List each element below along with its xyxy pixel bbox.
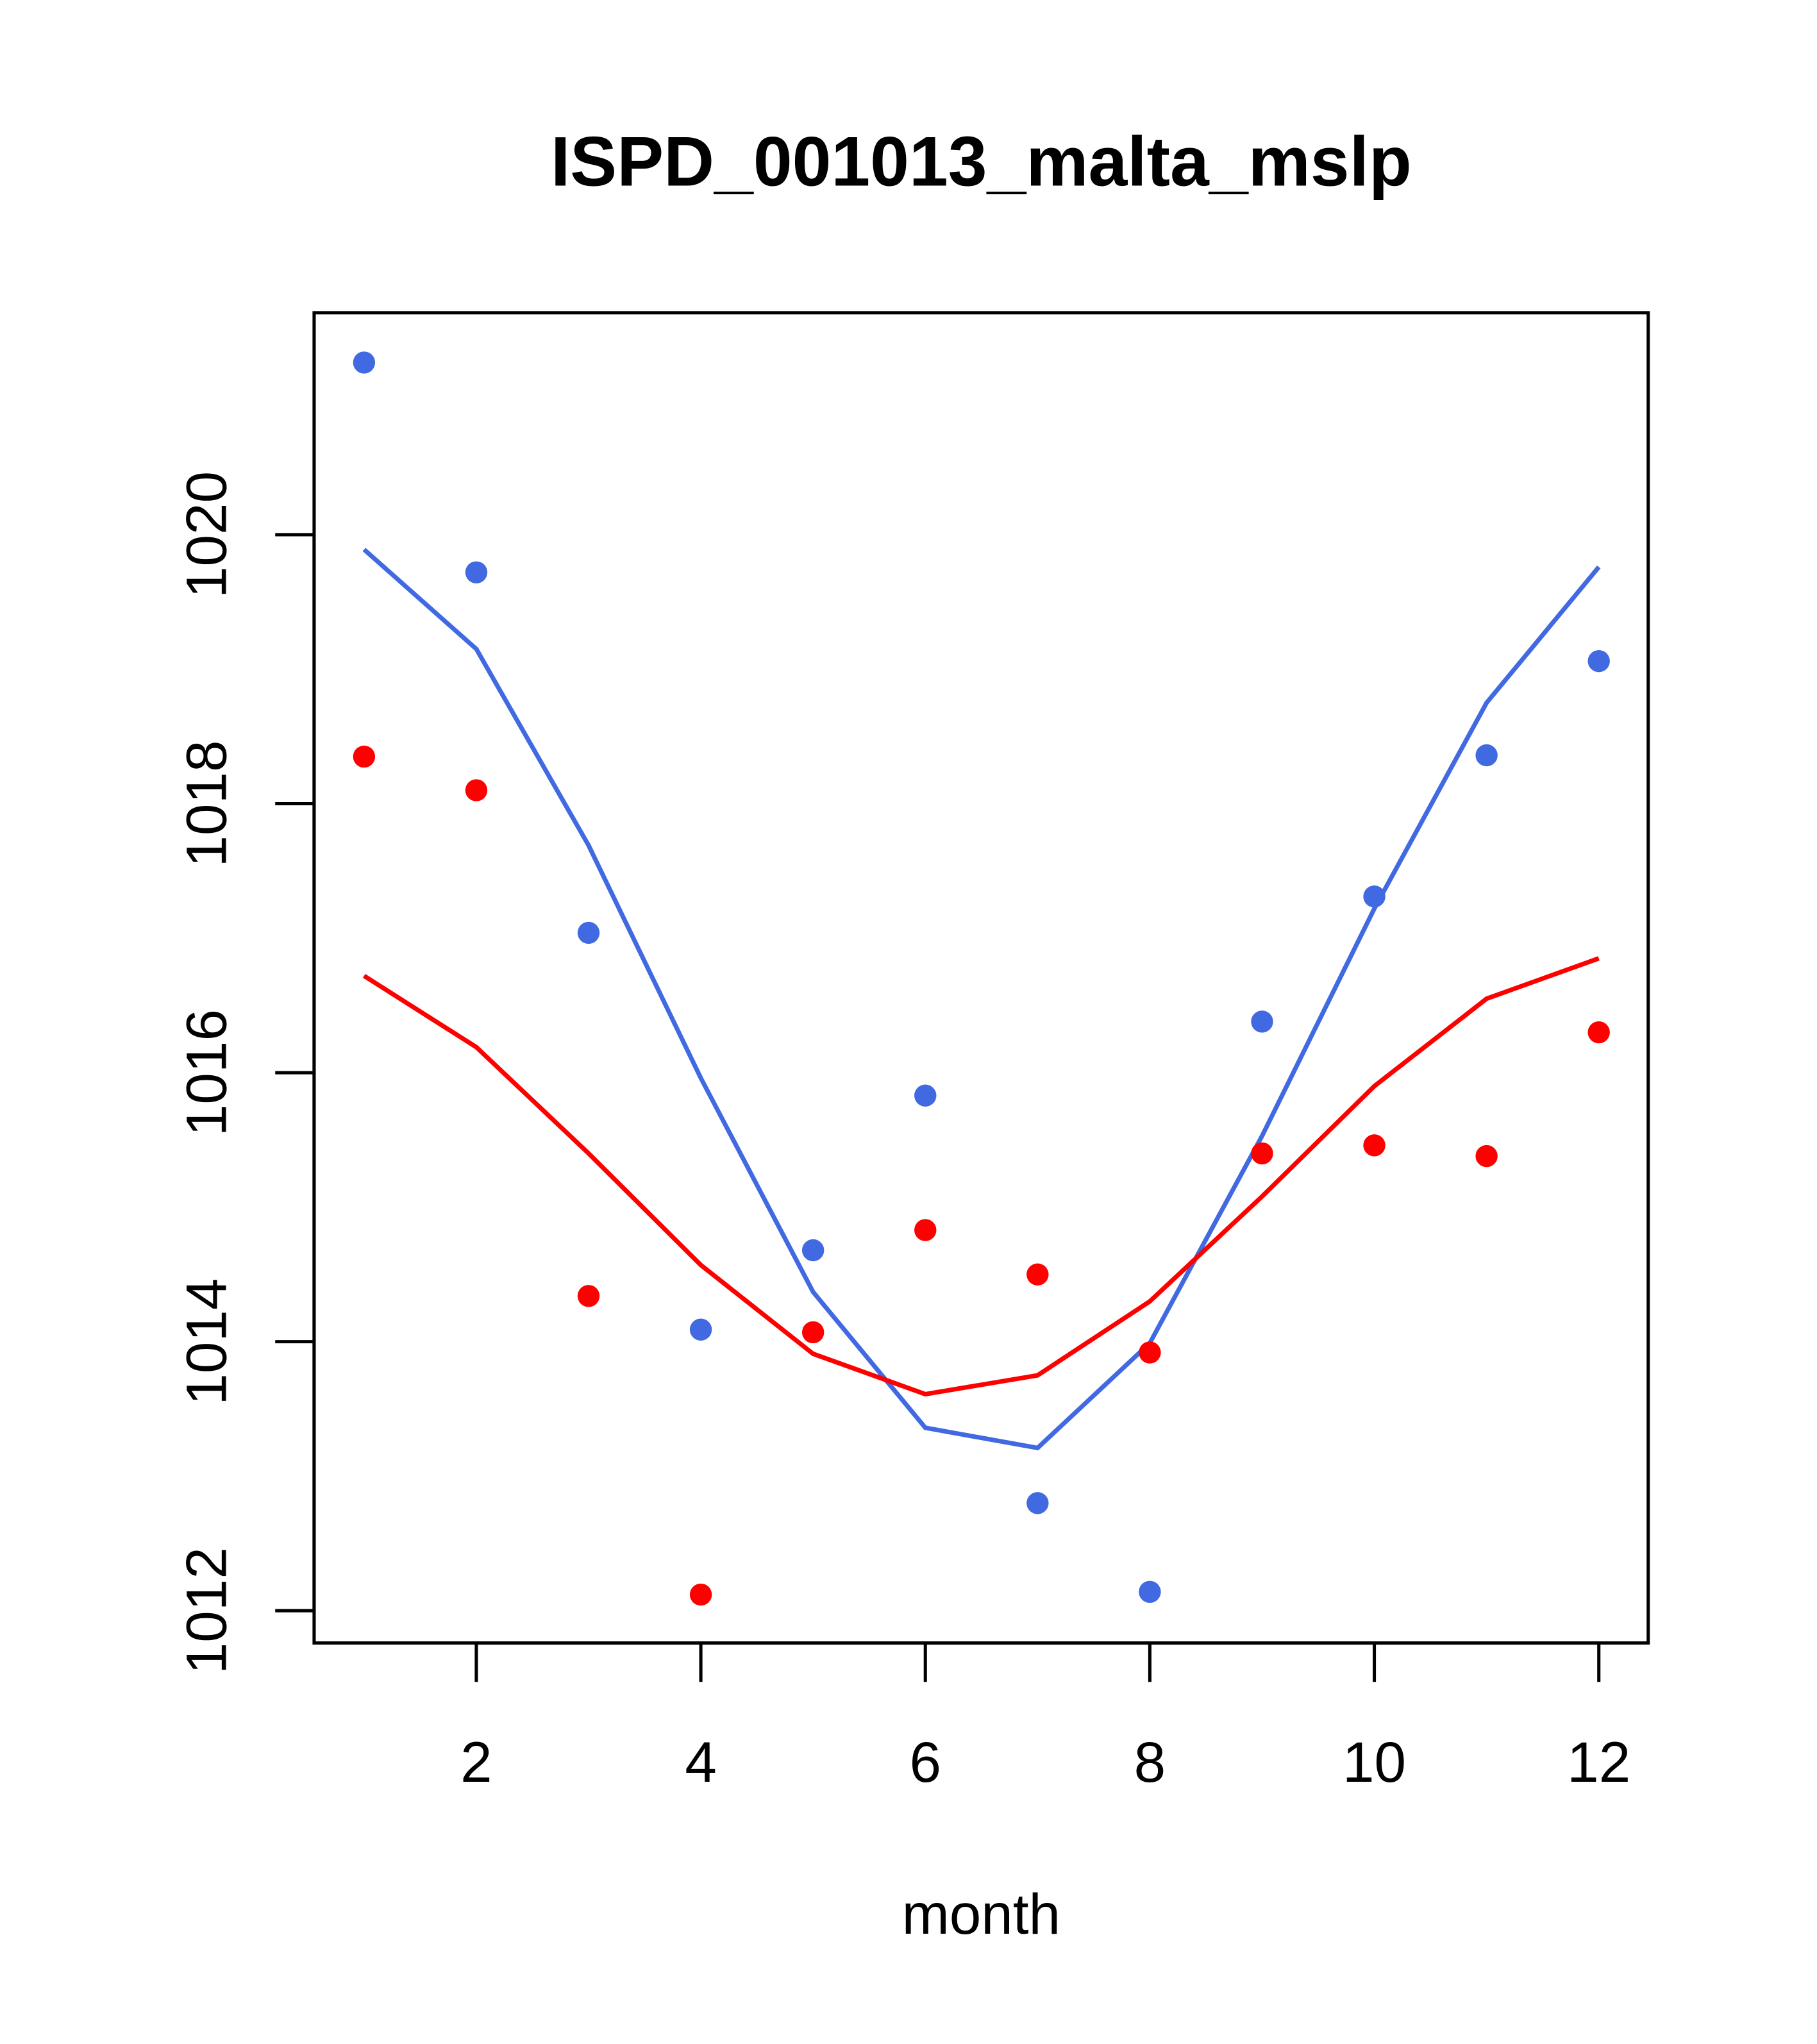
y-axis: 1012 1014 1016 1018 1020 bbox=[174, 471, 316, 1674]
y-tick-label: 1012 bbox=[174, 1547, 238, 1674]
data-point-blue-points bbox=[801, 1239, 825, 1262]
data-point-blue-points bbox=[1139, 1580, 1161, 1604]
x-axis: 2 4 6 8 10 12 bbox=[460, 1641, 1630, 1794]
x-tick-label: 4 bbox=[685, 1730, 717, 1794]
data-point-blue-points bbox=[353, 351, 376, 374]
data-point-red-points bbox=[1139, 1341, 1161, 1364]
y-tick-label: 1016 bbox=[174, 1009, 238, 1136]
data-point-blue-points bbox=[1475, 744, 1498, 767]
y-tick-label: 1018 bbox=[174, 740, 238, 867]
x-tick-label: 12 bbox=[1567, 1730, 1630, 1794]
data-point-red-points bbox=[1026, 1263, 1049, 1286]
data-point-red-points bbox=[914, 1219, 937, 1241]
data-point-blue-points bbox=[465, 561, 488, 583]
x-tick-label: 2 bbox=[460, 1730, 492, 1794]
data-point-red-points bbox=[353, 745, 376, 768]
plot-frame bbox=[312, 311, 1650, 1645]
series-line-blue-line bbox=[362, 548, 1601, 1451]
data-point-blue-points bbox=[914, 1084, 937, 1107]
y-tick-label: 1020 bbox=[174, 471, 238, 598]
data-point-blue-points bbox=[1026, 1492, 1049, 1514]
data-point-red-points bbox=[1587, 1021, 1610, 1044]
x-tick-label: 10 bbox=[1343, 1730, 1406, 1794]
data-point-red-points bbox=[1363, 1134, 1386, 1157]
series-layer bbox=[353, 351, 1610, 1606]
series-line-red-line bbox=[362, 956, 1600, 1397]
x-tick-label: 8 bbox=[1134, 1730, 1166, 1794]
data-point-blue-points bbox=[1587, 649, 1610, 673]
y-tick-label: 1014 bbox=[174, 1278, 238, 1405]
data-point-red-points bbox=[577, 1285, 600, 1307]
data-point-red-points bbox=[1251, 1142, 1273, 1165]
x-tick-label: 6 bbox=[909, 1730, 941, 1794]
data-point-red-points bbox=[801, 1321, 825, 1344]
data-point-blue-points bbox=[577, 921, 600, 944]
data-point-blue-points bbox=[689, 1318, 712, 1341]
data-point-red-points bbox=[689, 1583, 712, 1606]
data-point-blue-points bbox=[1363, 885, 1386, 908]
data-point-blue-points bbox=[1251, 1010, 1273, 1033]
chart-title: ISPD_001013_malta_mslp bbox=[551, 122, 1412, 201]
data-point-red-points bbox=[1475, 1144, 1498, 1168]
x-axis-label: month bbox=[902, 1882, 1061, 1946]
data-point-red-points bbox=[465, 779, 488, 801]
